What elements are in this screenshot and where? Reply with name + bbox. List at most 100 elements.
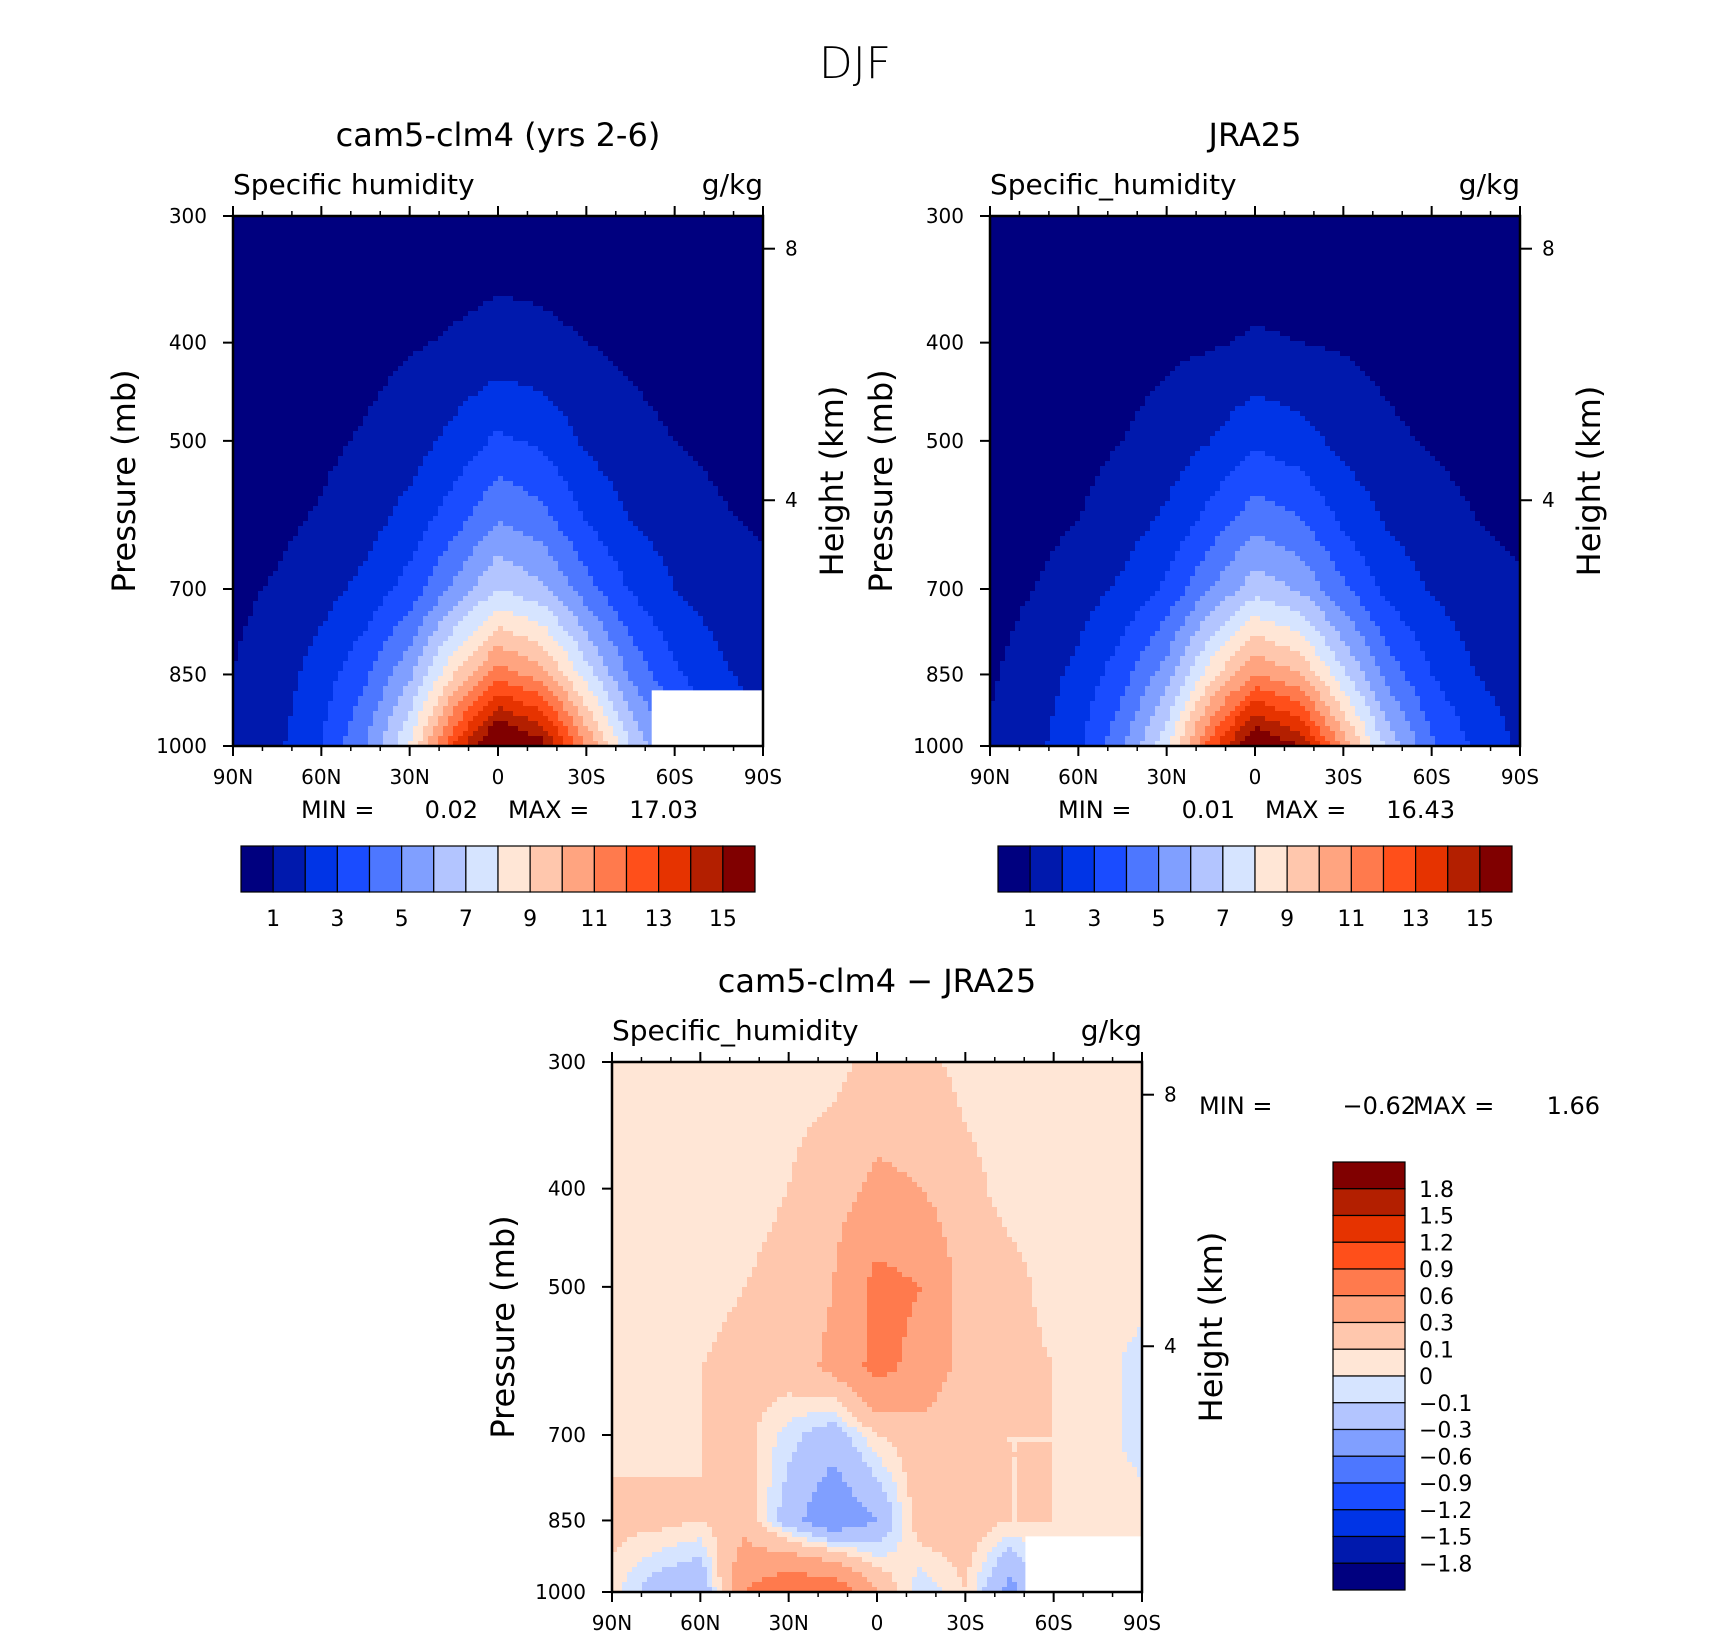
contour-field xyxy=(990,216,1521,747)
colorbar-label: −1.8 xyxy=(1419,1552,1472,1577)
x-tick-label: 60S xyxy=(1035,1611,1073,1635)
variable-label: Specific_humidity xyxy=(990,168,1237,201)
x-tick-label: 90S xyxy=(1501,765,1539,789)
colorbar-label: 0.9 xyxy=(1419,1258,1454,1283)
colorbar-label: −0.1 xyxy=(1419,1392,1472,1417)
colorbar-label: 0.6 xyxy=(1419,1285,1454,1310)
y-tick-label: 700 xyxy=(926,577,964,601)
max-label: MAX = xyxy=(1413,1092,1494,1120)
colorbar-box xyxy=(1333,1242,1405,1269)
y2-tick-label: 4 xyxy=(1164,1334,1177,1358)
y-tick-label: 400 xyxy=(169,331,207,355)
x-tick-label: 60S xyxy=(656,765,694,789)
colorbar-label: 1.8 xyxy=(1419,1178,1454,1203)
colorbar-box xyxy=(1062,846,1094,892)
panel-title: cam5-clm4 (yrs 2-6) xyxy=(336,116,661,154)
x-tick-label: 0 xyxy=(871,1611,884,1635)
colorbar-label: 11 xyxy=(580,907,608,932)
colorbar-box xyxy=(627,846,659,892)
colorbar-label: 0.1 xyxy=(1419,1338,1454,1363)
colorbar-box xyxy=(466,846,498,892)
colorbar-box xyxy=(1287,846,1319,892)
y-tick-label: 500 xyxy=(548,1275,586,1299)
colorbar-box xyxy=(1333,1456,1405,1483)
colorbar-label: 9 xyxy=(1280,907,1294,932)
colorbar-label: 1 xyxy=(1023,907,1037,932)
figure-title: DJF xyxy=(819,38,891,89)
x-tick-label: 30S xyxy=(1324,765,1362,789)
y2-axis-label: Height (km) xyxy=(1570,386,1608,577)
colorbar-box xyxy=(1319,846,1351,892)
colorbar-box xyxy=(659,846,691,892)
colorbar-box xyxy=(1333,1323,1405,1350)
x-tick-label: 0 xyxy=(492,765,505,789)
min-label: MIN = xyxy=(1199,1092,1272,1120)
colorbar-box xyxy=(1333,1563,1405,1590)
colorbar-box xyxy=(1333,1269,1405,1296)
x-tick-label: 60S xyxy=(1413,765,1451,789)
colorbar-box xyxy=(1333,1510,1405,1537)
y2-tick-label: 4 xyxy=(785,488,798,512)
colorbar-box xyxy=(530,846,562,892)
max-value: 1.66 xyxy=(1547,1092,1600,1120)
y-axis-label: Pressure (mb) xyxy=(105,369,143,592)
colorbar-box xyxy=(1480,846,1512,892)
contour-field xyxy=(233,216,764,747)
x-tick-label: 90N xyxy=(970,765,1010,789)
colorbar-box xyxy=(370,846,402,892)
colorbar-label: 13 xyxy=(1402,907,1430,932)
colorbar-label: 11 xyxy=(1337,907,1365,932)
colorbar-box xyxy=(1030,846,1062,892)
colorbar-box xyxy=(562,846,594,892)
colorbar-label: 1 xyxy=(266,907,280,932)
x-tick-label: 90N xyxy=(592,1611,632,1635)
colorbar-label: 0.3 xyxy=(1419,1312,1454,1337)
colorbar-label: 7 xyxy=(1216,907,1230,932)
panel-title: JRA25 xyxy=(1207,116,1302,154)
y2-tick-label: 4 xyxy=(1542,488,1555,512)
x-tick-label: 60N xyxy=(680,1611,720,1635)
colorbar-box xyxy=(1333,1376,1405,1403)
colorbar-box xyxy=(1333,1537,1405,1564)
colorbar-label: 1.5 xyxy=(1419,1205,1454,1230)
y-axis-label: Pressure (mb) xyxy=(862,369,900,592)
y2-tick-label: 8 xyxy=(1542,237,1555,261)
colorbar-box xyxy=(1333,1296,1405,1323)
x-tick-label: 60N xyxy=(1058,765,1098,789)
x-tick-label: 0 xyxy=(1249,765,1262,789)
colorbar-box xyxy=(1333,1349,1405,1376)
y-tick-label: 300 xyxy=(548,1050,586,1074)
colorbar-box xyxy=(1127,846,1159,892)
colorbar-box xyxy=(434,846,466,892)
colorbar-label: 7 xyxy=(459,907,473,932)
x-tick-label: 30S xyxy=(946,1611,984,1635)
contour-field xyxy=(612,1062,1143,1593)
colorbar-box xyxy=(1384,846,1416,892)
y-tick-label: 500 xyxy=(169,429,207,453)
min-value: 0.02 xyxy=(425,796,478,824)
colorbar-box xyxy=(594,846,626,892)
colorbar-box xyxy=(337,846,369,892)
colorbar-label: 1.2 xyxy=(1419,1231,1454,1256)
colorbar-box xyxy=(498,846,530,892)
colorbar-label: 3 xyxy=(330,907,344,932)
colorbar-box xyxy=(1448,846,1480,892)
colorbar-box xyxy=(1159,846,1191,892)
y-tick-label: 850 xyxy=(926,662,964,686)
y-tick-label: 700 xyxy=(169,577,207,601)
y2-tick-label: 8 xyxy=(1164,1083,1177,1107)
x-tick-label: 30N xyxy=(389,765,429,789)
y-tick-label: 400 xyxy=(548,1177,586,1201)
colorbar-label: 15 xyxy=(709,907,737,932)
colorbar-label: 5 xyxy=(1152,907,1166,932)
colorbar-label: −1.2 xyxy=(1419,1499,1472,1524)
max-value: 17.03 xyxy=(629,796,698,824)
y2-axis-label: Height (km) xyxy=(813,386,851,577)
y-tick-label: 400 xyxy=(926,331,964,355)
y2-axis-label: Height (km) xyxy=(1192,1232,1230,1423)
colorbar-label: −0.9 xyxy=(1419,1472,1472,1497)
y-tick-label: 300 xyxy=(926,204,964,228)
colorbar-label: −0.3 xyxy=(1419,1419,1472,1444)
x-tick-label: 90S xyxy=(744,765,782,789)
